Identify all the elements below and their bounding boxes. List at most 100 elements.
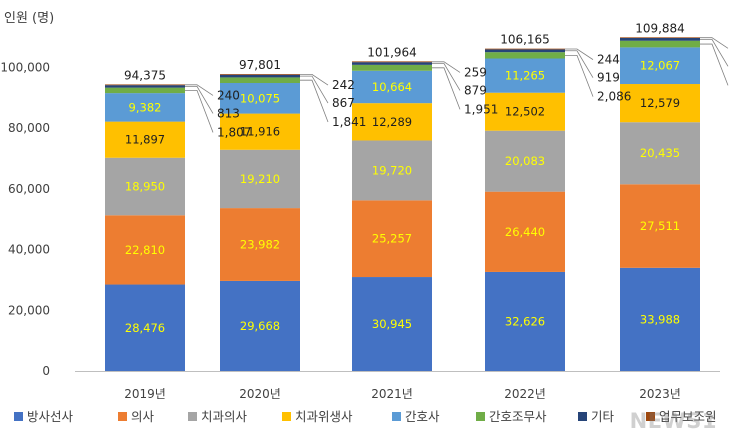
leader-line — [432, 63, 461, 91]
bar-segment — [105, 284, 185, 371]
segment-value-label: 25,257 — [372, 232, 412, 246]
bar-segment — [485, 49, 565, 53]
x-tick-label: 2022년 — [504, 387, 546, 401]
bar-segment — [485, 58, 565, 93]
leader-line — [300, 79, 329, 123]
leader-line — [432, 61, 461, 73]
segment-value-label: 26,440 — [505, 225, 545, 239]
leader-line — [185, 84, 214, 96]
bar-segment — [105, 85, 185, 88]
leader-line — [300, 75, 329, 104]
legend-swatch — [646, 412, 655, 421]
leader-line — [185, 89, 214, 133]
segment-value-label: 919 — [597, 71, 620, 85]
segment-value-label: 12,289 — [372, 115, 412, 129]
bar-total-label: 94,375 — [124, 68, 166, 82]
segment-value-label: 22,810 — [125, 243, 165, 257]
bar-segment — [220, 113, 300, 150]
segment-value-label: 10,664 — [372, 80, 412, 94]
bar-segment — [220, 82, 300, 114]
segment-value-label: 19,210 — [240, 172, 280, 186]
bar-segment — [620, 122, 700, 185]
leader-line — [300, 74, 329, 86]
bar-segment — [620, 267, 700, 371]
leader-line — [700, 43, 729, 86]
bar-segment — [485, 48, 565, 50]
bar-segment — [352, 62, 432, 65]
bar-segment — [485, 271, 565, 371]
legend-swatch — [118, 412, 127, 421]
segment-value-label: 867 — [332, 96, 355, 110]
bar-segment — [105, 84, 185, 86]
x-tick-label: 2021년 — [371, 387, 413, 401]
legend-swatch — [476, 412, 485, 421]
bar-segment — [352, 64, 432, 71]
y-tick-label: 0 — [42, 364, 50, 378]
legend-label: 의사 — [131, 409, 155, 424]
leader-line — [565, 50, 594, 78]
legend-label: 치과위생사 — [295, 409, 353, 424]
bar-segment — [620, 47, 700, 85]
y-tick-label: 20,000 — [8, 303, 50, 317]
segment-value-label: 28,476 — [125, 321, 165, 335]
segment-value-label: 10,075 — [240, 91, 280, 105]
y-axis-unit-label: 인원 (명) — [4, 11, 54, 26]
segment-value-label: 23,982 — [240, 238, 280, 252]
bars — [105, 37, 700, 371]
leader-line — [565, 54, 594, 97]
segment-value-label: 20,083 — [505, 154, 545, 168]
leader-line — [700, 37, 729, 49]
segment-value-label: 879 — [464, 83, 487, 97]
bar-segment — [620, 84, 700, 123]
bar-segment — [105, 215, 185, 285]
segment-value-label: 9,382 — [129, 100, 162, 114]
x-tick-label: 2019년 — [124, 387, 166, 401]
bar-segment — [105, 87, 185, 94]
x-tick-label: 2020년 — [239, 387, 281, 401]
segment-value-label: 27,511 — [640, 219, 680, 233]
segment-value-label: 33,988 — [640, 312, 680, 326]
leader-line — [700, 38, 729, 67]
bar-segment — [620, 184, 700, 268]
legend-swatch — [188, 412, 197, 421]
bar-segment — [220, 280, 300, 371]
legend-label: 간호사 — [405, 409, 440, 424]
data-labels: 28,476 22,810 18,950 11,897 9,382 1,807 813 240… — [124, 21, 729, 335]
legend-label: 업무보조원 — [659, 409, 717, 424]
bar-segment — [220, 208, 300, 281]
segment-value-label: 12,502 — [505, 105, 545, 119]
bar-segment — [105, 157, 185, 216]
segment-value-label: 11,916 — [240, 125, 280, 139]
legend-label: 기타 — [591, 409, 615, 424]
bar-segment — [485, 92, 565, 131]
y-tick-label: 60,000 — [8, 182, 50, 196]
bar-segment — [352, 103, 432, 141]
news1-watermark: NEWS1 — [630, 409, 717, 433]
segment-value-label: 1,807 — [217, 125, 251, 139]
segment-value-label: 813 — [217, 106, 240, 120]
segment-value-label: 12,067 — [640, 59, 680, 73]
bar-segment — [220, 77, 300, 83]
bar-segment — [352, 70, 432, 104]
bar-segment — [352, 61, 432, 63]
segment-value-label: 259 — [464, 65, 487, 79]
bar-segment — [485, 191, 565, 272]
segment-value-label: 1,951 — [464, 102, 498, 116]
legend-swatch — [578, 412, 587, 421]
legend: 방사선사 의사 치과의사 치과위생사 간호사 간호조무사 기타 업무보조원 — [14, 409, 717, 424]
bar-segment — [620, 37, 700, 39]
leader-line — [565, 48, 594, 60]
y-tick-label: 100,000 — [0, 60, 50, 74]
bar-total-label: 106,165 — [500, 33, 550, 47]
bar-segment — [485, 130, 565, 192]
bar-segment — [220, 149, 300, 209]
bar-segment — [352, 200, 432, 278]
bar-segment — [352, 277, 432, 371]
leader-line — [432, 67, 461, 110]
segment-value-label: 2,086 — [597, 90, 631, 104]
axes: 0 20,000 40,000 60,000 80,000 100,000 2019년 202… — [0, 60, 720, 401]
x-tick-label: 2023년 — [639, 387, 681, 401]
segment-value-label: 30,945 — [372, 317, 412, 331]
bar-segment — [352, 140, 432, 201]
